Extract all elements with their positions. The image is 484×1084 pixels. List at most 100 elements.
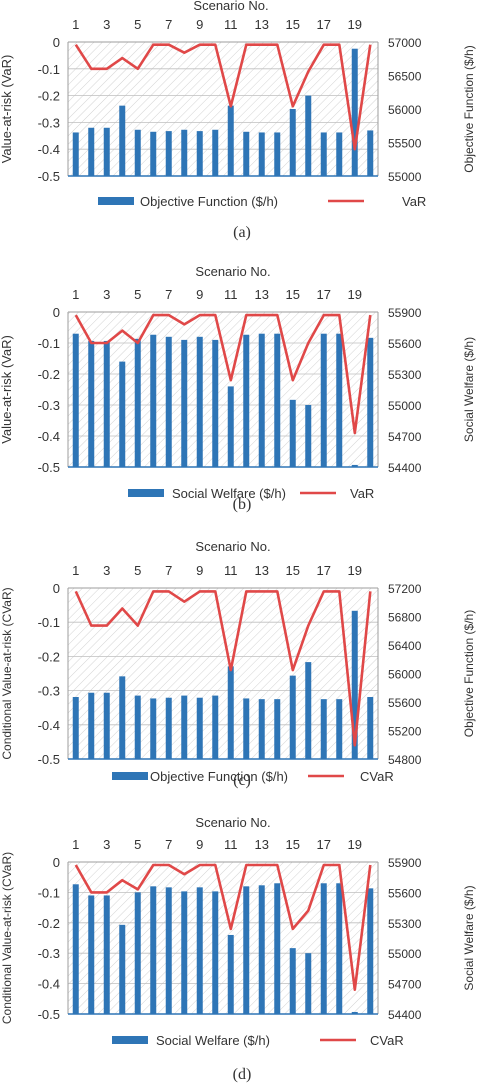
bar	[181, 339, 188, 467]
bar	[227, 386, 234, 467]
bar	[258, 333, 265, 467]
y-left-tick-label: -0.1	[38, 336, 60, 351]
bar	[134, 129, 141, 176]
y-right-tick-label: 54400	[388, 461, 422, 475]
x-tick-label: 13	[255, 17, 269, 32]
bar	[212, 695, 219, 759]
legend-bar-label: Objective Function ($/h)	[140, 194, 278, 209]
bar	[243, 131, 250, 176]
y-right-tick-label: 55900	[388, 856, 422, 870]
x-tick-label: 15	[286, 287, 300, 302]
x-tick-label: 15	[286, 837, 300, 852]
bar	[320, 883, 327, 1014]
bar	[165, 336, 172, 467]
bar	[88, 340, 95, 467]
bar	[351, 610, 358, 759]
y-right-tick-label: 55200	[388, 725, 422, 739]
bar	[181, 129, 188, 176]
legend-bar-swatch	[128, 489, 164, 497]
x-axis-title: Scenario No.	[195, 815, 270, 830]
bar	[243, 698, 250, 759]
bar	[367, 697, 374, 759]
x-tick-label: 15	[286, 563, 300, 578]
y-left-tick-label: -0.1	[38, 615, 60, 630]
panel-caption: (b)	[233, 496, 252, 513]
bar	[119, 105, 126, 176]
y-right-tick-label: 55000	[388, 947, 422, 961]
bar	[243, 334, 250, 467]
bar	[196, 131, 203, 176]
bar	[227, 105, 234, 176]
x-tick-label: 9	[196, 287, 203, 302]
bar	[289, 948, 296, 1014]
bar	[212, 339, 219, 467]
bar	[289, 675, 296, 759]
y-left-tick-label: -0.3	[38, 115, 60, 130]
y-left-title: Conditional Value-at-risk (CVaR)	[0, 587, 14, 759]
chart-panel-1: 0-0.1-0.2-0.3-0.4-0.55700056500560005550…	[0, 0, 476, 241]
x-tick-label: 17	[317, 837, 331, 852]
bar	[134, 892, 141, 1014]
bar	[320, 699, 327, 759]
bar	[88, 895, 95, 1014]
y-right-tick-label: 55600	[388, 696, 422, 710]
y-left-tick-label: -0.1	[38, 885, 60, 900]
series-line	[74, 43, 372, 151]
legend-bar-swatch	[112, 1036, 148, 1044]
bar	[103, 340, 110, 467]
x-tick-label: 1	[72, 17, 79, 32]
x-tick-label: 19	[348, 17, 362, 32]
x-tick-label: 13	[255, 837, 269, 852]
bar	[196, 697, 203, 759]
y-left-title: Value-at-risk (VaR)	[0, 335, 14, 444]
bar	[119, 676, 126, 759]
bar	[227, 666, 234, 759]
chart-panel-4: 0 -0.1 -0.2 -0.3 -0.4 -0.5 55900 55600 55300 5500…	[0, 815, 476, 1083]
bar	[227, 934, 234, 1014]
bar	[165, 131, 172, 176]
y-left-tick-label: -0.2	[38, 916, 60, 931]
y-left-tick-label: -0.4	[38, 977, 60, 992]
bar	[336, 132, 343, 176]
series-line	[74, 590, 372, 747]
x-tick-label: 1	[72, 837, 79, 852]
bar	[119, 924, 126, 1014]
x-tick-label: 17	[317, 17, 331, 32]
x-axis-title: Scenario No.	[193, 0, 268, 13]
series-line	[74, 863, 372, 992]
bar	[351, 1011, 358, 1014]
bar	[150, 131, 157, 176]
legend-line-label: VaR	[350, 486, 374, 501]
bar	[305, 95, 312, 176]
bar	[165, 697, 172, 759]
bar	[274, 883, 281, 1014]
y-left-tick-label: -0.3	[38, 946, 60, 961]
y-left-tick-label: -0.3	[38, 684, 60, 699]
x-tick-label: 9	[196, 563, 203, 578]
y-left-tick-label: 0	[53, 581, 60, 596]
x-tick-label: 3	[103, 17, 110, 32]
x-tick-label: 7	[165, 837, 172, 852]
bar	[320, 132, 327, 176]
legend-bar-label: Social Welfare ($/h)	[172, 486, 286, 501]
x-tick-label: 3	[103, 837, 110, 852]
x-tick-label: 15	[286, 17, 300, 32]
bar	[258, 132, 265, 176]
y-left-tick-label: -0.5	[38, 1007, 60, 1022]
y-left-tick-label: -0.5	[38, 752, 60, 767]
legend-bar-label: Objective Function ($/h)	[150, 769, 288, 784]
y-right-tick-label: 55600	[388, 886, 422, 900]
y-right-tick-label: 55000	[388, 170, 422, 184]
bar	[196, 336, 203, 467]
bar	[196, 887, 203, 1014]
y-right-tick-label: 54400	[388, 1008, 422, 1022]
bar	[103, 895, 110, 1014]
y-left-tick-label: -0.4	[38, 718, 60, 733]
y-left-tick-label: -0.2	[38, 367, 60, 382]
y-right-tick-label: 55500	[388, 137, 422, 151]
bar	[274, 699, 281, 759]
x-tick-label: 19	[348, 287, 362, 302]
panel-caption: (a)	[233, 224, 251, 241]
y-right-title: Objective Function ($/h)	[462, 610, 476, 737]
